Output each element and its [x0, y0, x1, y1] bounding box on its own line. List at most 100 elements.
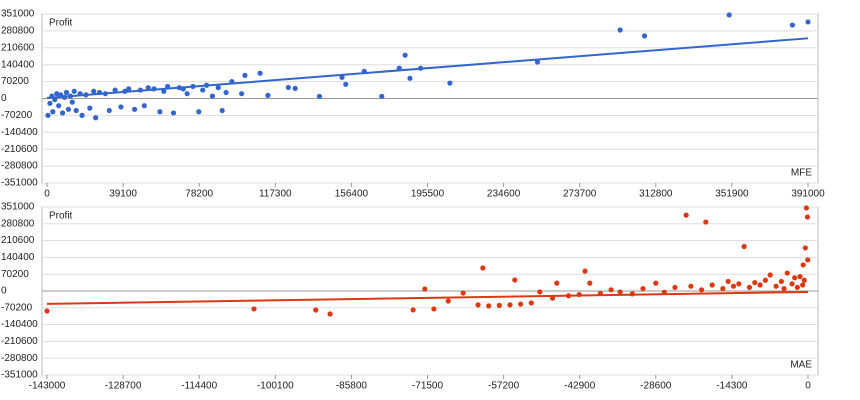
point: [157, 109, 163, 115]
point: [480, 265, 486, 271]
x-tick-label: 234600: [487, 189, 521, 200]
y-tick-label: 0: [1, 93, 7, 104]
x-tick-label: -71500: [412, 381, 444, 392]
point: [65, 106, 72, 112]
point: [804, 214, 811, 220]
point: [402, 52, 408, 58]
point: [794, 284, 800, 291]
point: [683, 212, 689, 218]
point: [778, 278, 784, 285]
point: [709, 282, 715, 288]
point: [379, 93, 385, 99]
point: [45, 112, 51, 118]
point: [131, 106, 138, 112]
point: [343, 81, 349, 87]
x-tick-label: 391000: [791, 189, 825, 200]
point: [741, 243, 747, 250]
y-tick-label: 70200: [1, 76, 29, 87]
point: [803, 205, 810, 211]
point: [44, 308, 50, 314]
point: [752, 280, 758, 286]
point: [582, 268, 588, 274]
point: [161, 88, 167, 94]
point: [112, 87, 118, 93]
point: [698, 287, 705, 293]
y-tick-label: 280800: [1, 218, 35, 229]
point: [789, 281, 795, 287]
point: [69, 99, 75, 105]
point: [587, 280, 593, 286]
point: [242, 72, 248, 78]
point: [257, 70, 263, 76]
point: [145, 85, 151, 91]
point: [73, 107, 79, 114]
point: [170, 110, 177, 116]
point: [460, 290, 466, 296]
point: [422, 286, 428, 292]
point: [118, 104, 124, 110]
x-tick-label: -114400: [181, 381, 217, 392]
y-tick-label: -210600: [1, 144, 38, 155]
y-tick-label: -140400: [1, 319, 38, 330]
y-tick-label: 210600: [1, 42, 35, 53]
point: [725, 278, 731, 285]
point: [496, 302, 502, 308]
y-tick-label: -280800: [1, 353, 38, 364]
point: [407, 75, 413, 81]
point: [475, 302, 481, 308]
point: [802, 245, 808, 251]
point: [56, 103, 62, 109]
x-tick-label: -14300: [716, 381, 748, 392]
point: [71, 88, 77, 94]
y-tick-label: 351000: [1, 202, 35, 213]
point: [196, 109, 202, 115]
y-tick-label: -210600: [1, 336, 38, 347]
y-tick-label: 351000: [1, 9, 35, 20]
point: [339, 74, 345, 80]
point: [91, 88, 97, 94]
trend-line: [46, 37, 809, 100]
y-tick-label: -351000: [1, 370, 38, 381]
y-tick-label: -140400: [1, 127, 38, 138]
y-tick-label: 140400: [1, 252, 35, 263]
point: [554, 280, 560, 286]
x-tick-label: 312800: [639, 189, 673, 200]
x-tick-label: 195500: [411, 189, 445, 200]
point: [730, 283, 737, 289]
point: [518, 301, 524, 307]
x-tick-label: -143000: [29, 381, 66, 392]
point: [285, 84, 291, 91]
point: [63, 89, 70, 96]
point: [87, 105, 93, 111]
point: [789, 22, 796, 28]
point: [800, 282, 806, 288]
x-tick-label: 273700: [563, 189, 597, 200]
point: [219, 107, 225, 114]
y-tick-label: -280800: [1, 161, 38, 172]
point: [215, 85, 221, 91]
point: [801, 277, 807, 283]
point: [106, 107, 112, 114]
y-tick-label: -351000: [1, 178, 38, 189]
point: [327, 311, 333, 317]
point: [720, 286, 726, 292]
point: [79, 112, 85, 118]
point: [292, 85, 298, 91]
x-tick-label: -28600: [640, 381, 672, 392]
point: [209, 93, 216, 99]
point: [726, 12, 732, 18]
point: [703, 219, 709, 225]
point: [653, 280, 659, 286]
y-tick-label: 210600: [1, 235, 35, 246]
point: [126, 86, 132, 92]
x-tick-label: -100100: [257, 381, 294, 392]
point: [200, 87, 206, 93]
point: [800, 262, 806, 268]
point: [184, 91, 190, 97]
point: [608, 287, 614, 293]
y-tick-label: 140400: [1, 59, 35, 70]
point: [59, 110, 66, 116]
point: [757, 282, 763, 288]
point: [447, 80, 453, 86]
